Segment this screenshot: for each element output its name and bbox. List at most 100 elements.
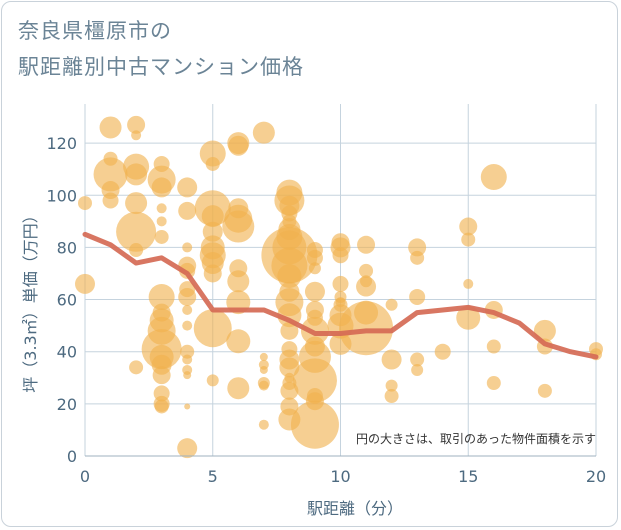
- data-bubble: [129, 360, 144, 375]
- y-tick-label: 120: [46, 134, 77, 153]
- data-bubble: [177, 177, 198, 198]
- trend-line-series: [82, 231, 599, 360]
- data-bubble: [537, 383, 552, 398]
- data-bubble: [154, 399, 169, 414]
- data-bubble: [227, 377, 250, 400]
- data-bubble: [456, 305, 481, 330]
- data-bubble: [183, 371, 192, 380]
- data-bubble: [148, 283, 175, 310]
- data-bubble: [384, 389, 399, 404]
- data-bubble: [332, 275, 349, 292]
- axes: 0 5 10 15 20 0 20 40 60 80 100 120: [46, 134, 606, 486]
- data-bubble: [78, 196, 92, 211]
- data-bubble: [93, 157, 128, 192]
- data-bubble: [356, 276, 377, 297]
- data-bubble: [201, 205, 224, 228]
- data-bubble: [480, 164, 507, 191]
- data-bubble: [222, 210, 255, 243]
- data-bubble: [182, 304, 193, 315]
- x-tick-label: 5: [208, 467, 218, 486]
- data-bubble: [385, 379, 398, 392]
- data-bubble: [182, 354, 193, 365]
- data-bubble: [409, 288, 426, 305]
- data-bubble: [152, 366, 171, 385]
- data-bubble: [359, 263, 374, 278]
- data-bubble: [290, 400, 339, 449]
- data-bubble: [151, 177, 172, 198]
- data-bubble: [129, 243, 144, 258]
- data-bubble: [131, 130, 142, 141]
- data-bubble: [102, 192, 119, 209]
- data-bubble: [259, 352, 268, 361]
- x-tick-label: 0: [80, 467, 90, 486]
- x-tick-label: 10: [330, 467, 350, 486]
- data-bubble: [461, 232, 476, 247]
- data-bubble: [339, 301, 394, 356]
- data-bubble: [252, 121, 275, 144]
- data-bubble: [277, 264, 302, 289]
- data-bubble: [182, 320, 193, 331]
- chart-title-line1: 奈良県橿原市の: [18, 19, 172, 43]
- data-bubble: [193, 309, 232, 348]
- data-bubble: [258, 380, 269, 391]
- data-bubble: [279, 357, 300, 378]
- data-bubble: [156, 216, 167, 227]
- y-tick-label: 100: [46, 186, 77, 205]
- data-bubble: [486, 375, 501, 390]
- data-bubble: [182, 242, 193, 253]
- data-bubble: [381, 349, 402, 370]
- data-bubble: [306, 249, 323, 266]
- x-axis-title: 駅距離（分）: [307, 499, 403, 518]
- bubble-size-note: 円の大きさは、取引のあった物件面積を示す: [356, 431, 596, 446]
- data-bubble: [125, 163, 148, 186]
- data-bubble: [304, 281, 325, 302]
- data-bubble: [205, 156, 220, 171]
- data-bubble: [410, 352, 425, 367]
- data-bubble: [434, 343, 451, 360]
- y-tick-label: 20: [57, 395, 77, 414]
- data-bubble: [459, 217, 478, 236]
- data-bubble: [199, 140, 226, 167]
- data-bubble: [228, 135, 249, 156]
- data-bubble: [154, 229, 169, 244]
- data-bubble: [156, 203, 167, 214]
- data-bubble: [308, 262, 321, 275]
- y-tick-label: 0: [67, 447, 77, 466]
- data-bubble: [103, 151, 118, 166]
- data-bubble: [357, 235, 376, 254]
- data-bubble: [125, 192, 148, 215]
- data-bubble: [116, 211, 157, 252]
- data-bubble: [259, 365, 268, 374]
- average-price-line: [82, 231, 599, 360]
- chart-title-line2: 駅距離別中古マンション価格: [18, 55, 304, 79]
- data-bubble: [178, 201, 197, 220]
- data-bubble: [203, 264, 222, 283]
- data-bubble: [99, 116, 122, 139]
- data-bubble: [408, 238, 427, 257]
- data-bubble: [332, 247, 349, 264]
- x-tick-label: 20: [586, 467, 606, 486]
- data-bubble: [486, 339, 501, 354]
- data-bubble: [463, 278, 474, 289]
- y-tick-label: 80: [57, 238, 77, 257]
- y-tick-label: 40: [57, 343, 77, 362]
- data-bubble: [280, 321, 299, 340]
- data-bubble: [206, 374, 219, 387]
- data-bubble: [292, 358, 337, 403]
- data-bubble: [258, 419, 269, 430]
- data-bubble: [410, 250, 425, 265]
- x-tick-label: 15: [458, 467, 478, 486]
- data-bubble: [227, 270, 250, 293]
- data-bubble: [75, 273, 95, 294]
- data-bubble: [184, 403, 191, 410]
- data-bubble: [226, 329, 251, 354]
- data-bubble: [178, 287, 197, 306]
- bubble-series: [75, 115, 603, 459]
- data-bubble: [127, 115, 146, 134]
- y-tick-label: 60: [57, 291, 77, 310]
- data-bubble: [180, 344, 195, 359]
- data-bubble: [177, 438, 198, 459]
- data-bubble: [411, 363, 424, 376]
- y-axis-title: 坪（3.3㎡）単価（万円）: [21, 207, 40, 392]
